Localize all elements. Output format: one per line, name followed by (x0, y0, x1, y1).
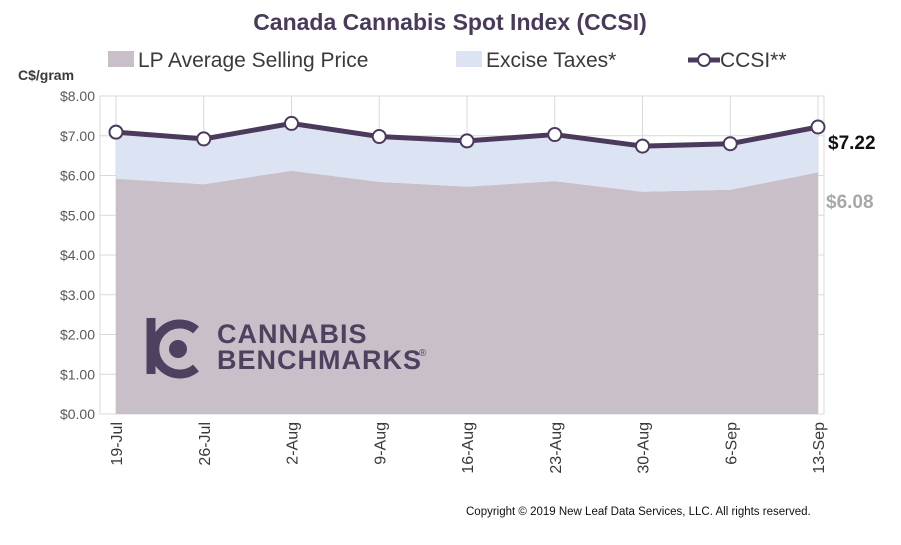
ccsi-point (108, 124, 124, 140)
x-tick-labels: 19-Jul 26-Jul 2-Aug 9-Aug 16-Aug 23-Aug 30-Aug… (109, 422, 828, 474)
copyright-notice: Copyright © 2019 New Leaf Data Services,… (466, 506, 811, 518)
y-tick-labels: $0.00 $1.00 $2.00 $3.00 $4.00 $5.00 $6.00 $7.00… (60, 88, 95, 422)
logo-mark-arc (150, 319, 199, 379)
last-price-label: $6.08 (826, 192, 874, 213)
x-tick-label: 16-Aug (460, 422, 477, 474)
area-lp-average-selling-price (116, 170, 818, 414)
ccsi-point (810, 119, 826, 135)
ccsi-point (722, 136, 738, 152)
y-tick-label: $5.00 (60, 207, 95, 223)
legend-label-excise: Excise Taxes* (486, 49, 616, 72)
logo-line2: BENCHMARKS (217, 345, 422, 375)
logo-line1: CANNABIS (217, 319, 368, 349)
x-tick-label: 23-Aug (548, 422, 565, 474)
ccsi-point (459, 133, 475, 149)
logo-mark-dot (169, 340, 187, 358)
ccsi-point (196, 131, 212, 147)
y-tick-label: $2.00 (60, 327, 95, 343)
y-axis-label: C$/gram (18, 67, 74, 83)
legend-label-price: LP Average Selling Price (138, 49, 368, 72)
area-excise-taxes (116, 123, 818, 192)
x-tick-label: 2-Aug (285, 422, 302, 465)
ccsi-point (284, 115, 299, 131)
ccsi-point (547, 127, 563, 143)
x-tick-label: 19-Jul (109, 422, 126, 466)
logo-registered-mark: ® (419, 348, 427, 359)
legend-swatch-price (108, 51, 134, 67)
y-tick-label: $1.00 (60, 366, 95, 382)
y-tick-label: $3.00 (60, 287, 95, 303)
area-layers (116, 123, 818, 414)
x-tick-label: 30-Aug (636, 422, 653, 474)
chart-title: Canada Cannabis Spot Index (CCSI) (253, 9, 647, 35)
y-tick-label: $8.00 (60, 88, 95, 104)
legend-marker-ccsi (697, 53, 711, 67)
legend-swatch-excise (456, 51, 482, 67)
legend-label-ccsi: CCSI** (720, 49, 787, 72)
y-tick-label: $4.00 (60, 247, 95, 263)
cannabis-benchmarks-logo: CANNABIS BENCHMARKS ® (146, 318, 427, 379)
x-tick-label: 26-Jul (197, 422, 214, 466)
ccsi-point (635, 138, 650, 154)
x-tick-label: 9-Aug (372, 422, 389, 465)
x-tick-label: 6-Sep (723, 422, 740, 465)
y-tick-label: $7.00 (60, 128, 95, 144)
y-tick-label: $6.00 (60, 168, 95, 184)
ccsi-point (371, 129, 387, 145)
x-tick-label: 13-Sep (811, 422, 828, 474)
ccsi-line-layer (108, 115, 826, 154)
y-tick-label: $0.00 (60, 406, 95, 422)
legend: LP Average Selling Price Excise Taxes* C… (108, 49, 787, 72)
last-ccsi-label: $7.22 (828, 133, 876, 154)
